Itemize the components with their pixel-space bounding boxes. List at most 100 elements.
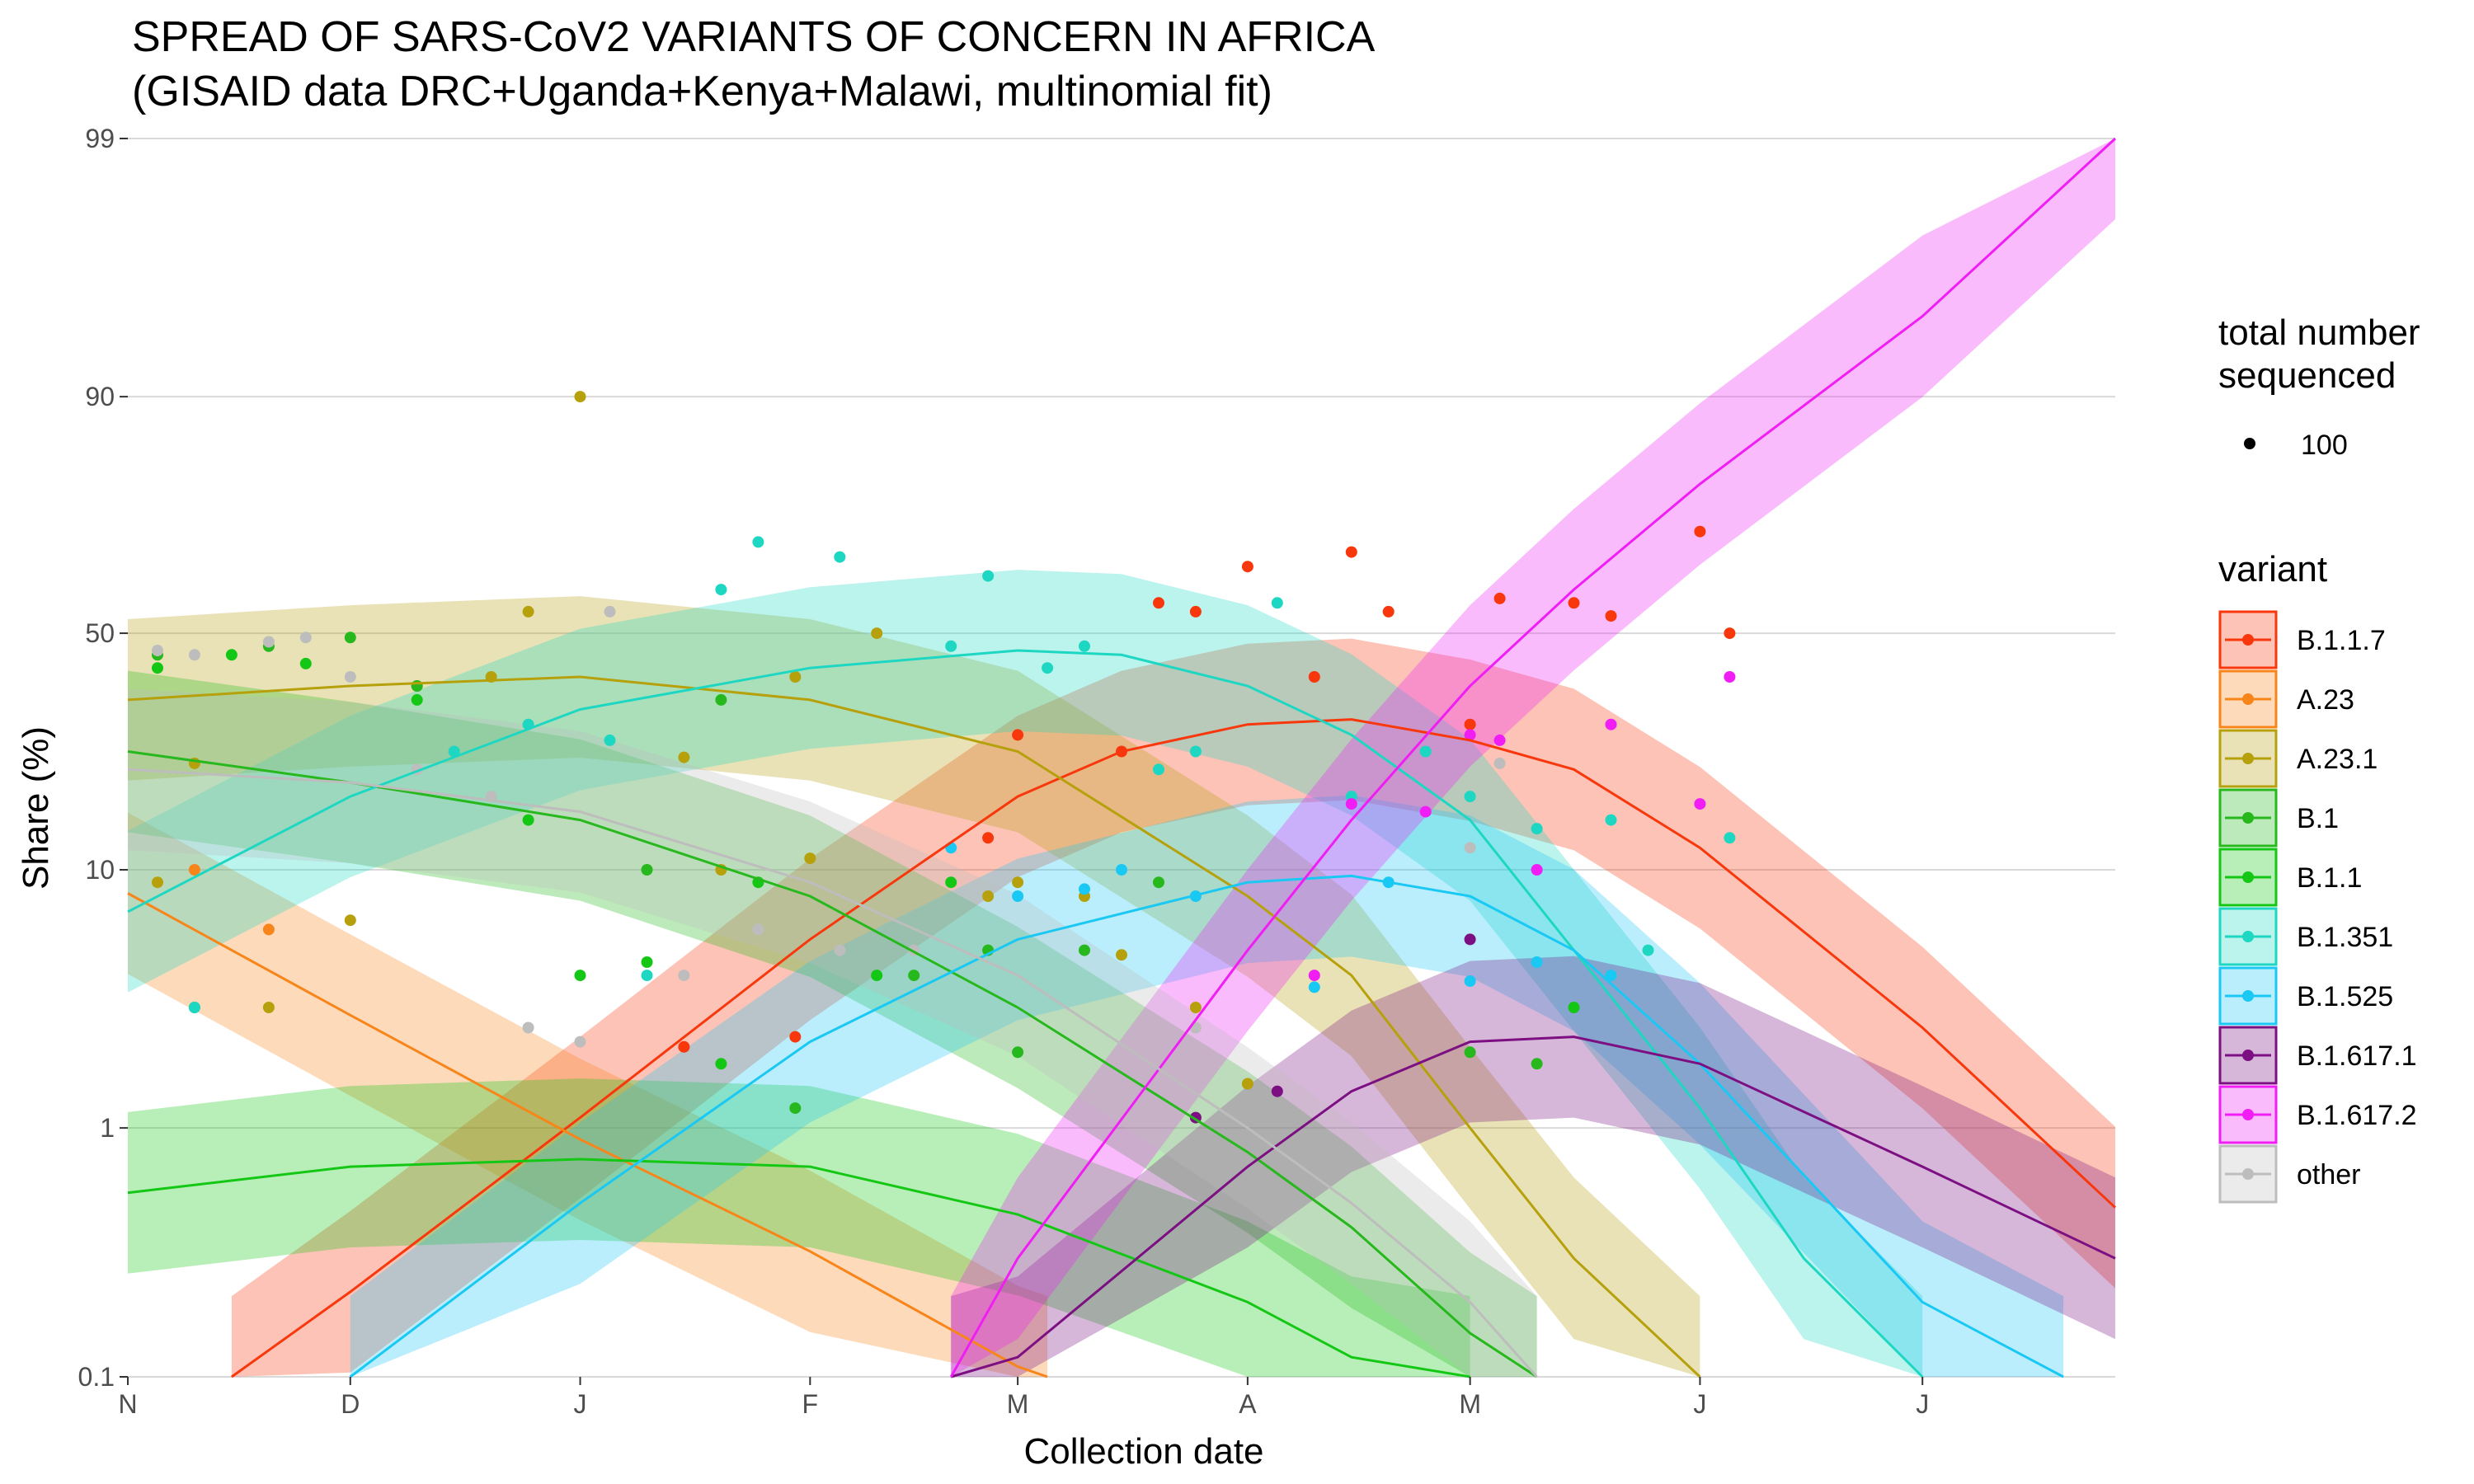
- point-b-1-351: [1419, 745, 1432, 758]
- y-tick-label: 0.1: [78, 1362, 115, 1392]
- legend-item-b-1-525: B.1.525: [2218, 966, 2393, 1026]
- point-b-1-525: [1464, 975, 1476, 987]
- legend-key-dot: [2242, 871, 2254, 883]
- point-b-1-1: [152, 662, 163, 674]
- point-b-1-525: [1531, 956, 1543, 968]
- point-other: [1493, 757, 1506, 769]
- point-b-1-617-1: [1271, 1085, 1283, 1097]
- size-legend-label: 100: [2301, 430, 2348, 461]
- line-b-1-617-2: [949, 137, 2117, 1378]
- legend-item-b-1-1-7: B.1.1.7: [2218, 610, 2386, 669]
- point-b-1-1-7: [789, 1031, 802, 1043]
- size-legend-title-line1: total number: [2218, 312, 2420, 353]
- line-b-1-1: [127, 1158, 1470, 1378]
- point-b-1: [344, 632, 356, 644]
- legend-key-dot: [2242, 1109, 2254, 1120]
- point-a-23-1: [982, 890, 995, 902]
- fit-lines: [127, 137, 2117, 1378]
- point-a-23-1: [1189, 1002, 1202, 1013]
- legend-item-b-1-617-1: B.1.617.1: [2218, 1026, 2417, 1085]
- legend-label-b-1-617-1: B.1.617.1: [2297, 1040, 2417, 1072]
- point-b-1: [1012, 1046, 1024, 1059]
- y-tick-label: 99: [85, 124, 115, 153]
- point-b-1-351: [1605, 814, 1617, 826]
- point-b-1-525: [1079, 883, 1090, 895]
- point-other: [188, 649, 200, 661]
- point-b-1-351: [1464, 791, 1476, 803]
- point-a-23-1: [1012, 876, 1024, 889]
- line-a-23: [127, 892, 1048, 1378]
- data-points: [152, 391, 1736, 1124]
- point-b-1-1: [715, 1058, 727, 1070]
- point-b-1: [1079, 944, 1090, 956]
- legend-item-b-1-1: B.1.1: [2218, 848, 2362, 907]
- point-b-1-617-2: [1419, 805, 1432, 818]
- x-tick-label: N: [118, 1389, 137, 1419]
- point-b-1-351: [188, 1002, 200, 1013]
- point-other: [752, 923, 764, 936]
- point-b-1-1-7: [1382, 605, 1395, 618]
- point-a-23-1: [1241, 1078, 1253, 1090]
- point-b-1-1-7: [1189, 605, 1202, 618]
- legend-key-dot: [2242, 931, 2254, 942]
- band-other: [128, 688, 1537, 1377]
- legend-label-b-1-525: B.1.525: [2297, 981, 2393, 1012]
- legend-item-b-1-351: B.1.351: [2218, 907, 2393, 966]
- legend-label-other: other: [2297, 1159, 2361, 1190]
- point-b-1-525: [1605, 970, 1617, 982]
- point-other: [1464, 842, 1476, 854]
- x-tick-label: M: [1459, 1389, 1481, 1419]
- band-b-1-1-7: [231, 638, 2116, 1377]
- point-b-1-1: [299, 657, 312, 669]
- line-b-1-1-7: [231, 718, 2117, 1378]
- band-b-1-525: [350, 795, 2064, 1377]
- point-b-1-1: [641, 956, 653, 968]
- point-other: [344, 671, 356, 683]
- point-b-1-1-7: [1153, 597, 1164, 609]
- point-b-1-351: [1271, 597, 1283, 609]
- legend-label-b-1-351: B.1.351: [2297, 922, 2393, 953]
- legend-key-dot: [2242, 693, 2254, 705]
- chart-title: SPREAD OF SARS-CoV2 VARIANTS OF CONCERN …: [132, 13, 1376, 61]
- point-a-23-1: [1116, 949, 1127, 961]
- point-a-23: [262, 923, 275, 936]
- point-b-1: [1153, 876, 1164, 889]
- point-b-1-351: [982, 570, 995, 582]
- point-b-1-1-7: [1568, 597, 1580, 609]
- x-tick-label: D: [341, 1389, 360, 1419]
- point-b-1-351: [604, 734, 616, 746]
- line-b-1-351: [127, 649, 1924, 1378]
- point-a-23-1: [678, 751, 690, 763]
- y-tick-label: 50: [85, 618, 115, 648]
- point-other: [262, 636, 275, 648]
- point-b-1-351: [1042, 662, 1054, 674]
- point-b-1-1: [574, 970, 586, 982]
- point-b-1-617-2: [1694, 798, 1706, 810]
- legend-item-a-23-1: A.23.1: [2218, 729, 2378, 788]
- point-b-1-351: [715, 584, 727, 596]
- point-b-1-525: [1116, 864, 1127, 876]
- line-b-1-617-1: [950, 1036, 2116, 1378]
- axis-ticks: 0.1 1 10 50 90 99 N D J F M A M J J: [78, 124, 1930, 1419]
- point-a-23-1: [522, 605, 534, 618]
- x-tick-label: J: [1693, 1389, 1706, 1419]
- point-b-1-351: [1531, 823, 1543, 835]
- legend-label-b-1-617-2: B.1.617.2: [2297, 1100, 2417, 1131]
- point-b-1-1-7: [1464, 718, 1476, 730]
- point-b-1: [641, 864, 653, 876]
- point-b-1-617-2: [1308, 970, 1320, 982]
- point-b-1-351: [1153, 763, 1164, 776]
- point-b-1-617-2: [1493, 734, 1506, 746]
- point-b-1-525: [1012, 890, 1024, 902]
- legend-label-b-1-1: B.1.1: [2297, 862, 2362, 894]
- point-b-1-351: [945, 640, 957, 652]
- point-b-1-1-7: [1605, 610, 1617, 622]
- point-b-1: [1531, 1058, 1543, 1070]
- point-b-1-351: [1724, 832, 1736, 844]
- point-a-23-1: [789, 671, 802, 683]
- legend-label-b-1-1-7: B.1.1.7: [2297, 625, 2386, 656]
- legend-label-b-1: B.1: [2297, 803, 2339, 834]
- point-b-1-1: [871, 970, 883, 982]
- point-a-23-1: [804, 852, 816, 865]
- legend-key-dot: [2242, 990, 2254, 1002]
